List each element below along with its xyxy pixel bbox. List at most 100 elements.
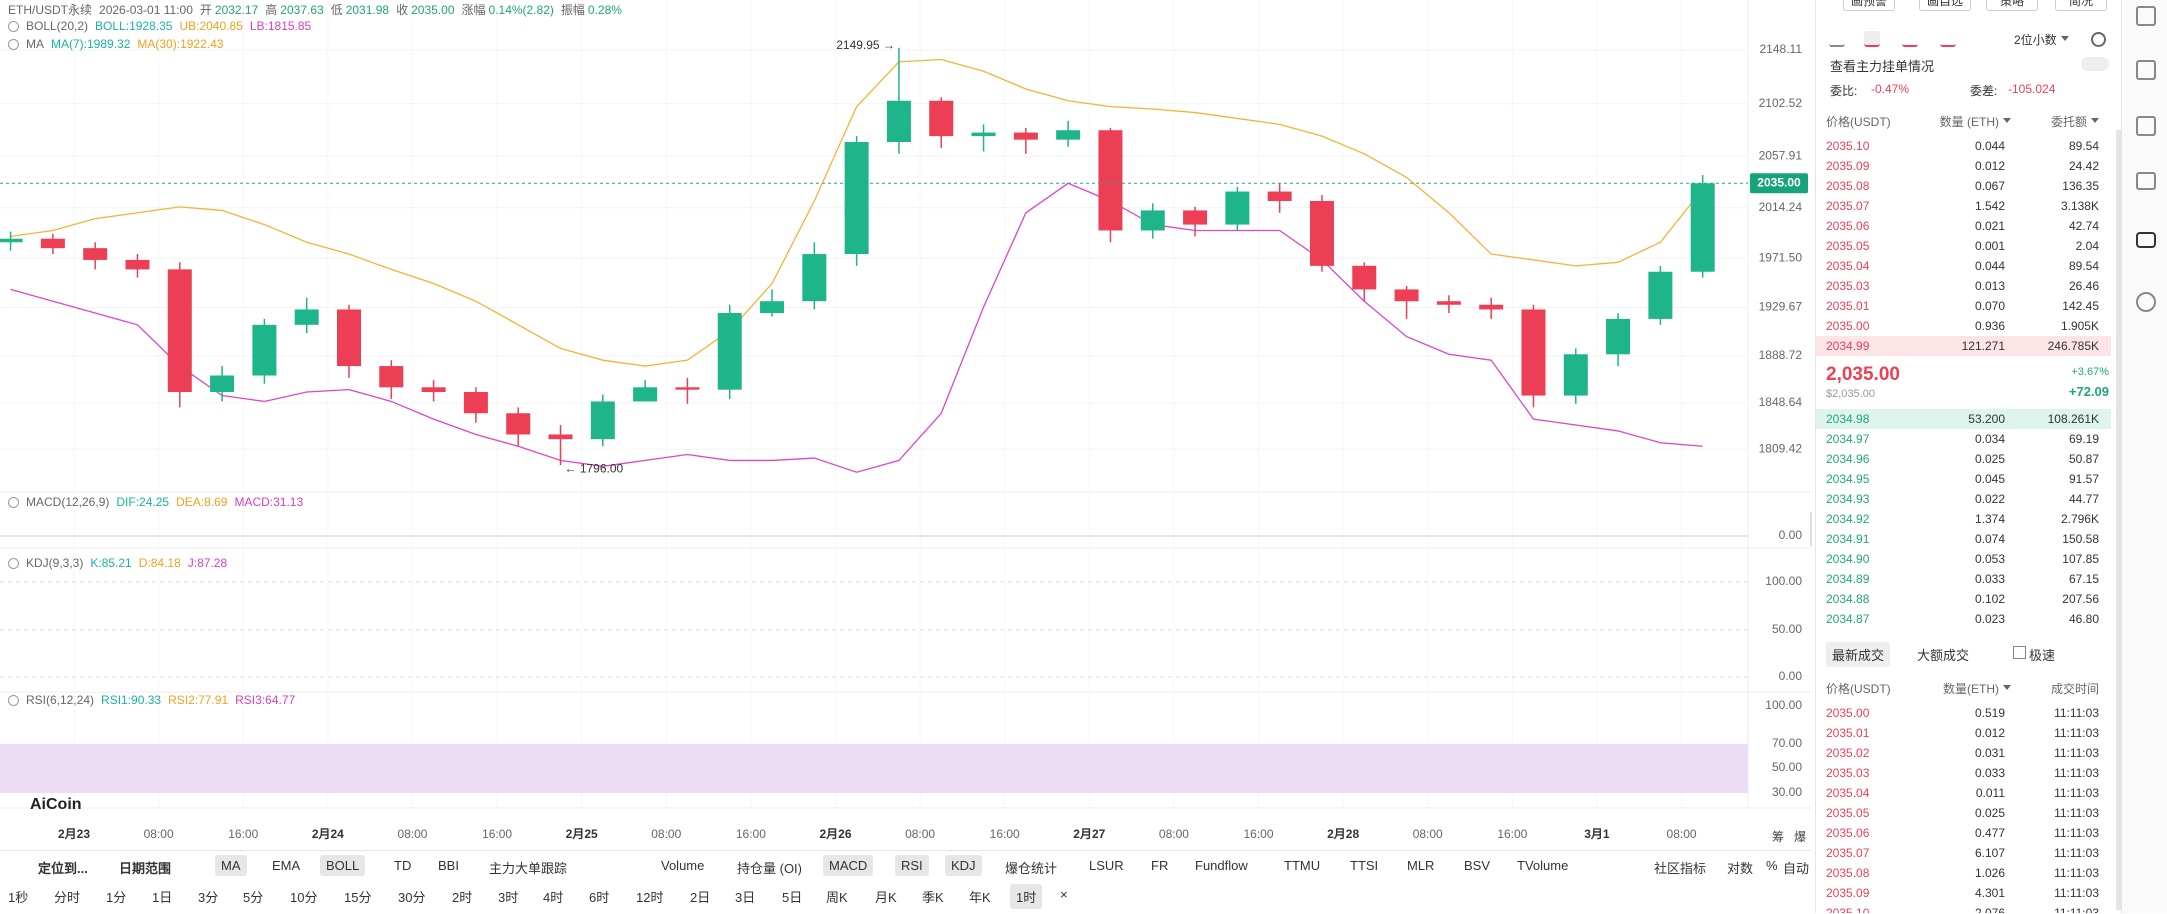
interval-button[interactable]: 1分 — [106, 890, 127, 905]
x-tick-label: 16:00 — [228, 827, 258, 841]
toolbar-button[interactable]: TTSI — [1350, 858, 1379, 873]
view-icon[interactable] — [1940, 31, 1956, 47]
interval-button[interactable]: 6时 — [589, 890, 610, 905]
interval-button[interactable]: 12时 — [636, 890, 664, 905]
x-tick-label: 16:00 — [990, 827, 1020, 841]
interval-button[interactable]: 4时 — [543, 890, 564, 905]
interval-button[interactable]: 1秒 — [8, 890, 29, 905]
toolbar-button[interactable]: 主力大单跟踪 — [489, 861, 568, 876]
top-button[interactable]: 简况 — [2055, 0, 2107, 11]
toolbar-button[interactable]: TTMU — [1284, 858, 1321, 873]
toolbar-button[interactable]: TD — [394, 858, 412, 873]
candle-body — [1140, 210, 1165, 231]
interval-button[interactable]: 1日 — [152, 890, 173, 905]
interval-button[interactable]: 5日 — [782, 890, 803, 905]
icon[interactable] — [2136, 172, 2156, 190]
y-tick-label: 1888.72 — [1759, 348, 1803, 362]
toolbar-button[interactable]: KDJ — [945, 855, 982, 876]
candle-body — [971, 132, 996, 137]
top-button[interactable]: 画自选 — [1919, 0, 1971, 11]
view-icon[interactable] — [1902, 31, 1918, 47]
toolbar-button[interactable]: LSUR — [1089, 858, 1124, 873]
checkbox[interactable] — [2013, 646, 2026, 659]
price: 2035.10 — [1826, 906, 1870, 913]
quantity: 0.067 — [1974, 179, 2005, 193]
collapse-button[interactable] — [1810, 512, 1812, 546]
toolbar-button[interactable]: % — [1766, 858, 1778, 873]
toolbar-button[interactable]: BSV — [1464, 858, 1491, 873]
interval-button[interactable]: 季K — [922, 890, 944, 905]
interval-button[interactable]: 2时 — [452, 890, 473, 905]
interval-button[interactable]: 10分 — [290, 890, 318, 905]
price: 2034.88 — [1826, 592, 1870, 606]
price: 2035.07 — [1826, 846, 1870, 860]
interval-button[interactable]: 年K — [969, 890, 991, 905]
interval-button[interactable]: 分时 — [54, 890, 81, 905]
interval-button[interactable]: 3分 — [198, 890, 219, 905]
toolbar-button[interactable]: FR — [1151, 858, 1169, 873]
toolbar-button[interactable]: 对数 — [1727, 861, 1754, 876]
precision-select[interactable]: 2位小数 — [2014, 31, 2069, 48]
quantity: 121.271 — [1961, 339, 2005, 353]
candle-body — [167, 269, 192, 393]
interval-button[interactable]: 周K — [826, 890, 848, 905]
x-tick-label: 16:00 — [1497, 827, 1527, 841]
toolbar-button[interactable]: Fundflow — [1195, 858, 1248, 873]
toolbar-button[interactable]: RSI — [895, 855, 929, 876]
interval-button[interactable]: 月K — [875, 890, 897, 905]
toolbar-button[interactable]: 爆仓统计 — [1005, 861, 1058, 876]
interval-button[interactable]: 5分 — [243, 890, 264, 905]
view-icon[interactable] — [1829, 31, 1845, 47]
view-icon[interactable] — [1864, 31, 1880, 47]
panel-value: D:84.18 — [138, 556, 181, 570]
top-button[interactable]: 策略 — [1986, 0, 2038, 11]
amount: 246.785K — [2047, 339, 2099, 353]
bid-row: 2034.96 0.025 50.87 — [1816, 449, 2111, 469]
quantity: 1.374 — [1974, 512, 2005, 526]
panel-tick-label: 100.00 — [1765, 574, 1802, 588]
table-header: 价格(USDT) 数量(ETH) 成交时间 — [1816, 677, 2111, 697]
quantity: 0.034 — [1974, 432, 2005, 446]
toolbar-button[interactable]: 社区指标 — [1654, 861, 1707, 876]
candle-body — [1225, 191, 1250, 225]
interval-button[interactable]: 15分 — [344, 890, 372, 905]
toolbar-button[interactable]: 自动 — [1783, 861, 1810, 876]
candle-body — [379, 366, 404, 388]
toolbar-button[interactable]: MA — [215, 855, 247, 876]
toolbar-button[interactable]: 定位到... — [38, 861, 88, 876]
price: 2035.04 — [1826, 259, 1870, 273]
toolbar-button[interactable]: BBI — [438, 858, 459, 873]
top-button[interactable]: 画预警 — [1843, 0, 1895, 11]
quantity: 4.301 — [1974, 886, 2005, 900]
interval-button[interactable]: × — [1060, 887, 1068, 902]
header-cell[interactable]: 数量 (ETH) — [1940, 113, 2011, 130]
book-title[interactable]: 查看主力挂单情况 — [1830, 59, 1935, 74]
toolbar-button[interactable]: MLR — [1407, 858, 1435, 873]
trade-time: 11:11:03 — [2054, 866, 2099, 880]
toolbar-button[interactable]: 日期范围 — [119, 861, 172, 876]
interval-button[interactable]: 30分 — [398, 890, 426, 905]
interval-button[interactable]: 1时 — [1010, 884, 1043, 909]
trade-tab[interactable]: 最新成交 — [1826, 642, 1891, 667]
icon[interactable] — [2136, 6, 2156, 26]
interval-button[interactable]: 3日 — [735, 890, 756, 905]
settings-icon[interactable] — [2091, 32, 2106, 47]
toolbar-button[interactable]: 持仓量 (OI) — [737, 861, 802, 876]
price: 2035.08 — [1826, 179, 1870, 193]
toolbar-button[interactable]: MACD — [823, 855, 874, 876]
icon[interactable] — [2136, 60, 2156, 80]
icon[interactable] — [2136, 116, 2156, 136]
icon[interactable] — [2136, 292, 2156, 312]
header-cell[interactable]: 数量(ETH) — [1943, 680, 2011, 697]
toolbar-button[interactable]: BOLL — [320, 855, 366, 876]
candle-body — [760, 301, 785, 314]
toolbar-button[interactable]: Volume — [661, 858, 705, 873]
interval-button[interactable]: 3时 — [498, 890, 519, 905]
toolbar-button[interactable]: EMA — [272, 858, 301, 873]
toolbar-button[interactable]: TVolume — [1517, 858, 1569, 873]
interval-button[interactable]: 2日 — [690, 890, 711, 905]
icon[interactable] — [2136, 232, 2156, 248]
rsi-band — [0, 744, 1748, 793]
toggle[interactable] — [2081, 57, 2109, 71]
trade-tab[interactable]: 大额成交 — [1917, 648, 1970, 663]
